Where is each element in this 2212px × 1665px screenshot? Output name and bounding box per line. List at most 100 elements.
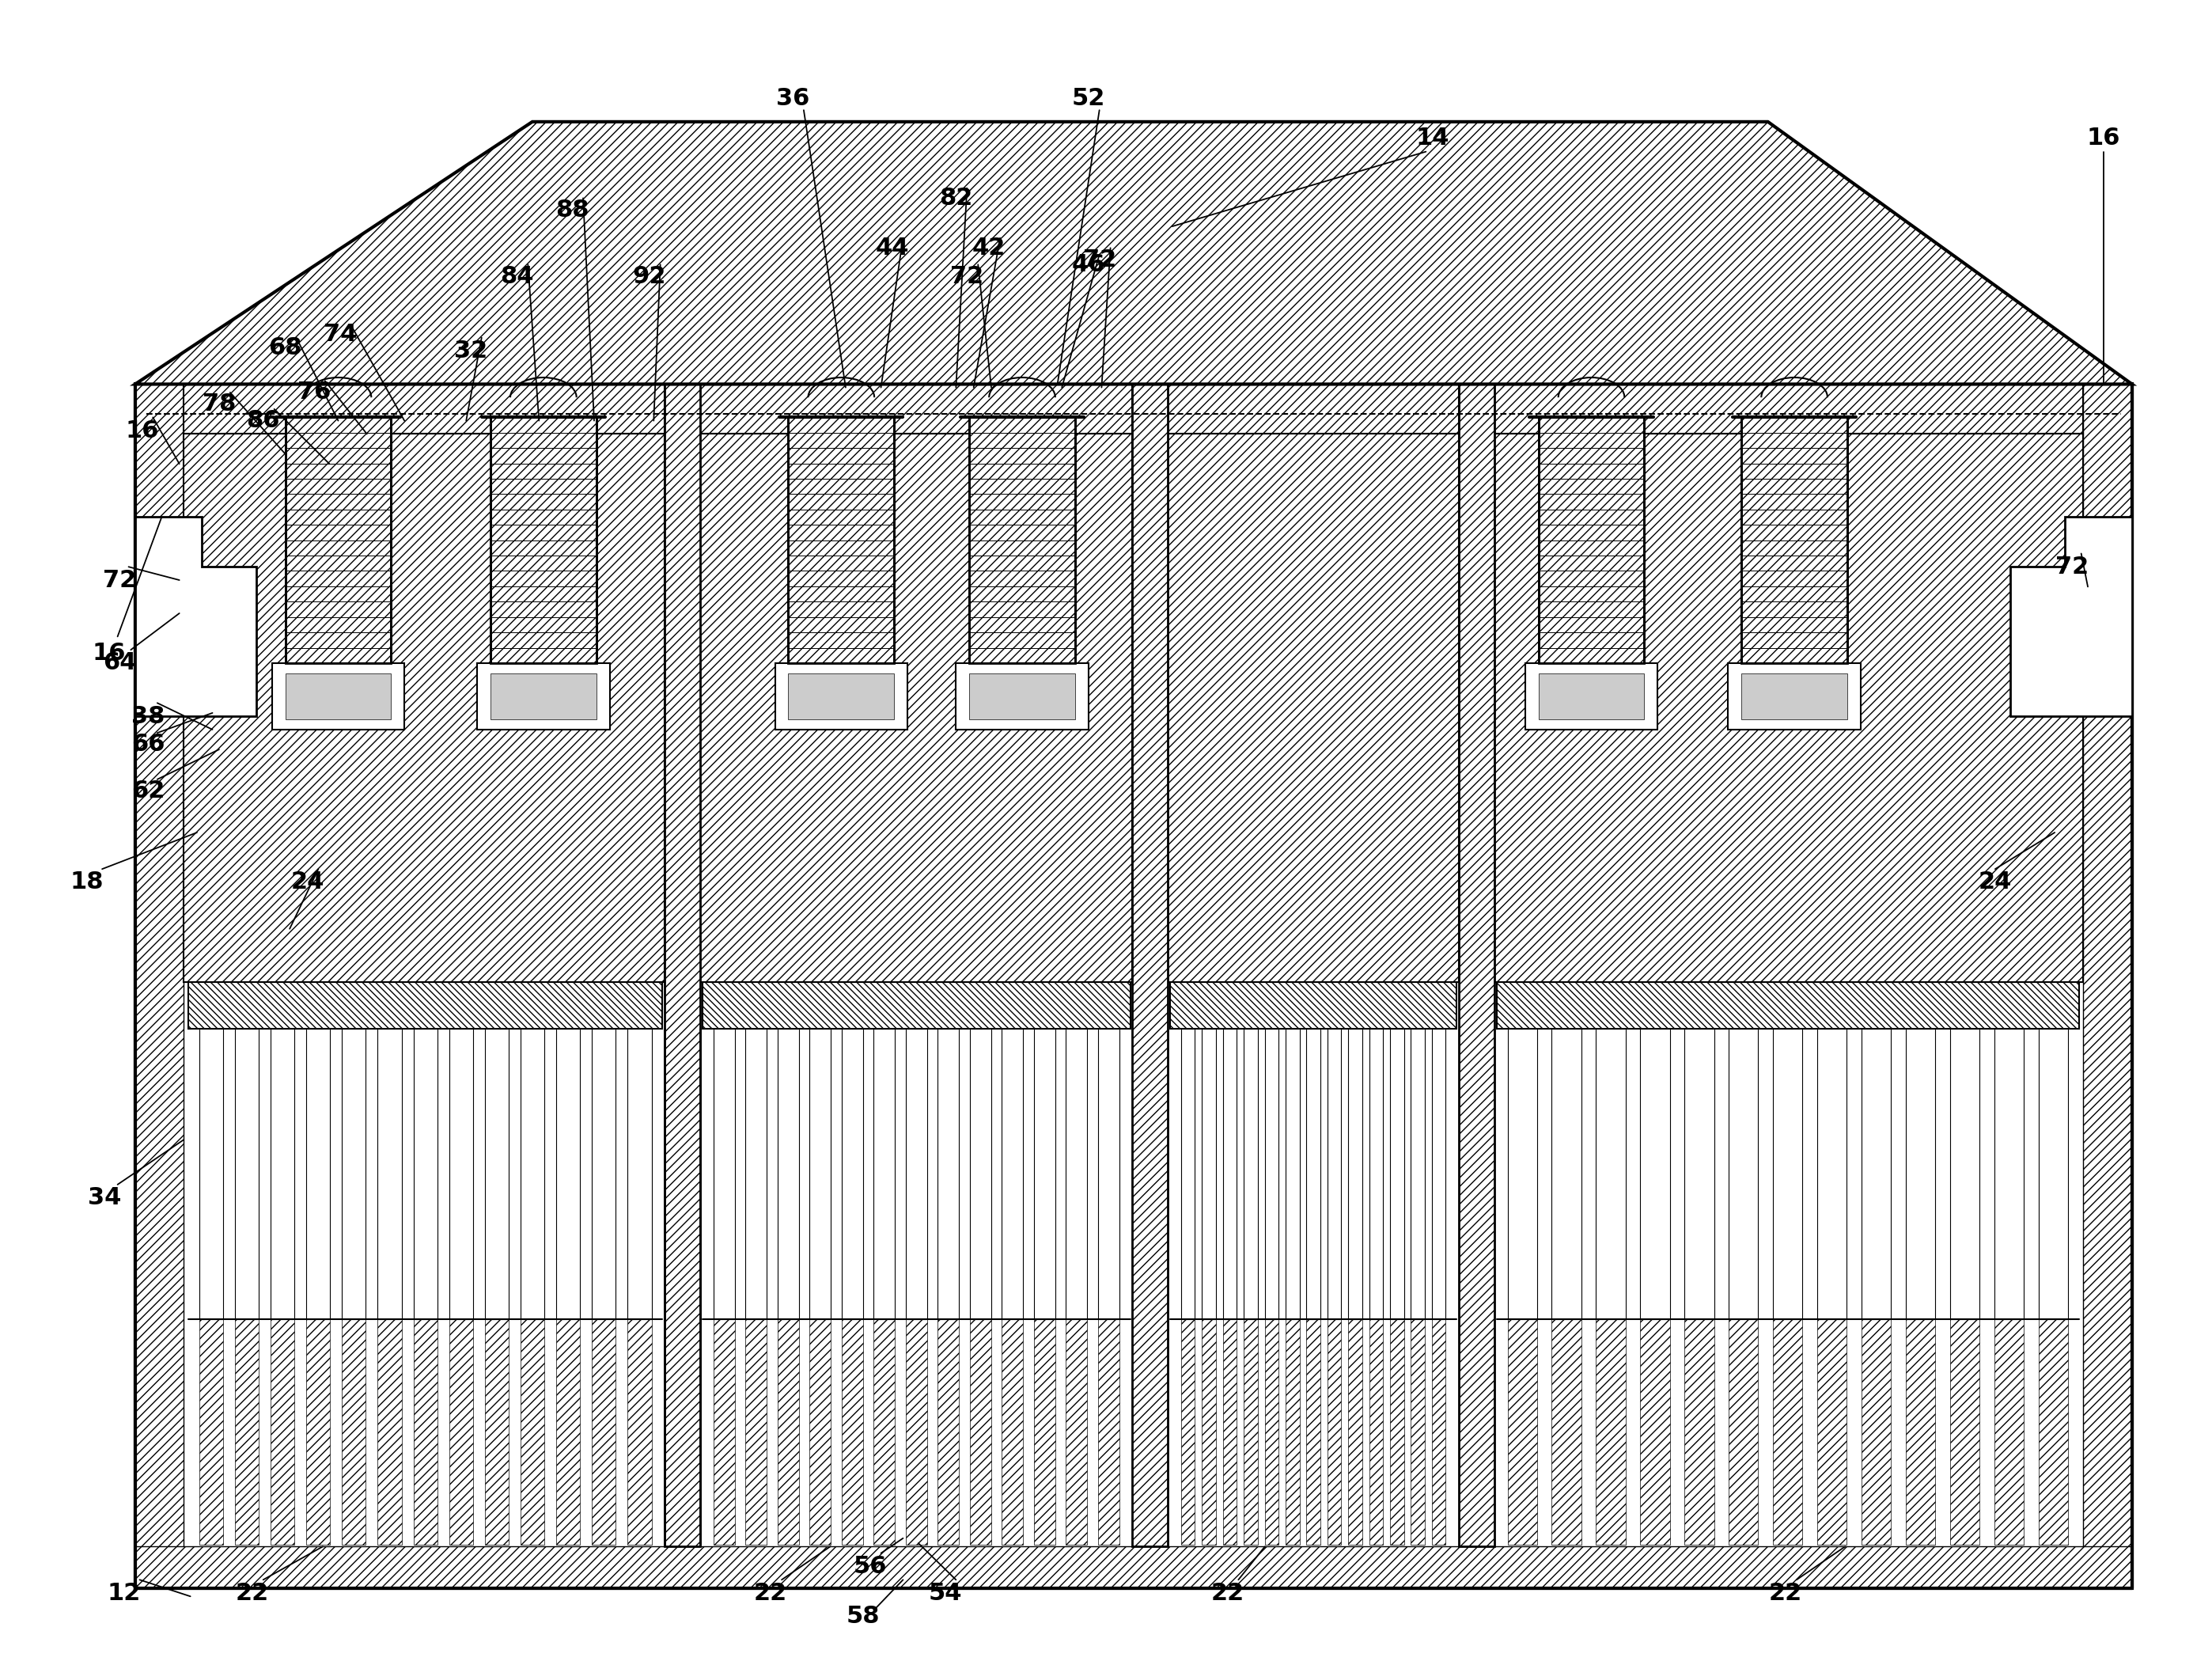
Bar bbox=[666, 385, 699, 1547]
Text: 36: 36 bbox=[776, 87, 810, 110]
Bar bbox=[478, 663, 611, 729]
Text: 16: 16 bbox=[126, 420, 159, 443]
Bar bbox=[593, 1319, 615, 1545]
Bar bbox=[787, 673, 894, 719]
Bar bbox=[776, 1319, 799, 1545]
Bar bbox=[285, 418, 392, 663]
Bar bbox=[701, 982, 1130, 1029]
Bar bbox=[1537, 418, 1644, 663]
Bar bbox=[1033, 1319, 1055, 1545]
Text: 44: 44 bbox=[876, 236, 909, 260]
Text: 24: 24 bbox=[1978, 871, 2013, 894]
Bar bbox=[1863, 1319, 1891, 1545]
Text: 14: 14 bbox=[1416, 127, 1449, 150]
Bar bbox=[305, 1029, 330, 1319]
Bar bbox=[1170, 982, 1458, 1029]
Bar bbox=[1509, 1029, 1537, 1319]
Bar bbox=[969, 1029, 991, 1319]
Bar bbox=[1243, 1319, 1259, 1545]
Bar bbox=[234, 1319, 259, 1545]
Text: 74: 74 bbox=[323, 323, 356, 346]
Bar bbox=[776, 1029, 799, 1319]
Bar bbox=[956, 663, 1088, 729]
Bar bbox=[1033, 1029, 1055, 1319]
Bar bbox=[1307, 1319, 1321, 1545]
Bar bbox=[1641, 1319, 1670, 1545]
Bar bbox=[1389, 1029, 1405, 1319]
Bar bbox=[2039, 1319, 2068, 1545]
Bar bbox=[1597, 1029, 1626, 1319]
Bar bbox=[969, 1319, 991, 1545]
Text: 22: 22 bbox=[754, 1582, 787, 1605]
Bar bbox=[1307, 1029, 1321, 1319]
Bar bbox=[520, 1319, 544, 1545]
Bar bbox=[1951, 1319, 1980, 1545]
Bar bbox=[234, 1029, 259, 1319]
Bar bbox=[272, 663, 405, 729]
Bar bbox=[1411, 1029, 1425, 1319]
Bar bbox=[199, 1319, 223, 1545]
Bar bbox=[1285, 1029, 1298, 1319]
Bar bbox=[1774, 1029, 1803, 1319]
Bar bbox=[810, 1029, 832, 1319]
Text: 68: 68 bbox=[268, 336, 303, 360]
Bar bbox=[1181, 1029, 1194, 1319]
Text: 88: 88 bbox=[555, 198, 588, 221]
Bar bbox=[491, 418, 597, 663]
Text: 18: 18 bbox=[71, 871, 104, 894]
Bar bbox=[969, 418, 1075, 663]
Bar bbox=[1201, 1319, 1217, 1545]
Text: 16: 16 bbox=[2086, 127, 2119, 150]
Text: 24: 24 bbox=[290, 871, 325, 894]
Bar bbox=[1686, 1029, 1714, 1319]
Bar bbox=[2039, 1029, 2068, 1319]
Bar bbox=[1728, 663, 1860, 729]
Bar bbox=[787, 418, 894, 663]
Text: 66: 66 bbox=[133, 733, 166, 756]
Bar bbox=[1537, 418, 1644, 663]
Text: 82: 82 bbox=[940, 186, 973, 210]
Text: 72: 72 bbox=[2055, 556, 2088, 578]
Text: 78: 78 bbox=[201, 393, 237, 416]
Bar bbox=[1730, 1029, 1759, 1319]
Bar bbox=[1995, 1029, 2024, 1319]
Bar bbox=[699, 385, 1133, 435]
Polygon shape bbox=[1495, 435, 2084, 982]
Bar bbox=[449, 1319, 473, 1545]
Bar bbox=[1201, 1029, 1217, 1319]
Bar bbox=[184, 385, 666, 435]
Bar bbox=[449, 1029, 473, 1319]
Bar bbox=[712, 1029, 734, 1319]
Text: 86: 86 bbox=[246, 410, 281, 433]
Text: 58: 58 bbox=[847, 1605, 880, 1628]
Text: 22: 22 bbox=[1770, 1582, 1803, 1605]
Bar bbox=[2084, 385, 2132, 1588]
Bar bbox=[1369, 1029, 1382, 1319]
Bar bbox=[1243, 1029, 1259, 1319]
Text: 46: 46 bbox=[1071, 253, 1106, 276]
Bar bbox=[1907, 1319, 1936, 1545]
Bar bbox=[969, 418, 1075, 663]
Bar bbox=[787, 418, 894, 663]
Bar bbox=[1349, 1029, 1363, 1319]
Bar bbox=[1537, 673, 1644, 719]
Bar bbox=[841, 1029, 863, 1319]
Bar bbox=[520, 1029, 544, 1319]
Bar bbox=[1951, 1029, 1980, 1319]
Bar bbox=[1509, 1319, 1537, 1545]
Bar bbox=[343, 1029, 365, 1319]
Bar bbox=[1741, 418, 1847, 663]
Bar bbox=[1526, 663, 1657, 729]
Text: 84: 84 bbox=[500, 265, 533, 288]
Bar bbox=[491, 673, 597, 719]
Bar bbox=[874, 1029, 896, 1319]
Text: 92: 92 bbox=[633, 265, 666, 288]
Bar bbox=[1265, 1029, 1279, 1319]
Bar bbox=[188, 982, 664, 1029]
Text: 56: 56 bbox=[854, 1555, 887, 1578]
Bar bbox=[484, 1319, 509, 1545]
Text: 76: 76 bbox=[296, 381, 330, 405]
Bar bbox=[841, 1319, 863, 1545]
Bar bbox=[1223, 1029, 1237, 1319]
Bar bbox=[491, 418, 597, 663]
